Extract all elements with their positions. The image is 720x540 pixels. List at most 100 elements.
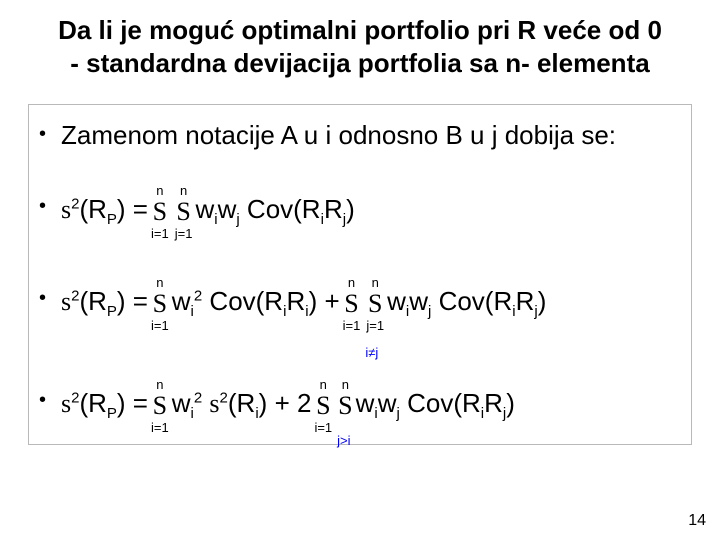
- sigma-icon: S: [366, 291, 384, 317]
- cov-open: Cov(R: [240, 194, 321, 224]
- bullet-dot: •: [39, 378, 61, 410]
- open-R: (R: [79, 286, 106, 316]
- sum-j-wrap: n S x j>i: [335, 378, 355, 434]
- cov-close: ): [346, 194, 355, 224]
- close-eq: ) =: [117, 194, 148, 224]
- sup-2b: 2: [194, 287, 202, 304]
- sigma-icon: S: [151, 393, 169, 419]
- cov-mid: R: [324, 194, 343, 224]
- close-eq: ) =: [117, 388, 148, 418]
- bullet-dot: •: [39, 184, 61, 216]
- sigma-char: s: [61, 389, 71, 418]
- eq3-term1: wi2 s2(Ri) + 2: [172, 387, 312, 424]
- sum-top: n: [151, 184, 169, 197]
- bullet-dot: •: [39, 119, 61, 144]
- eq1-lhs: s2(RP) =: [61, 193, 148, 230]
- close-eq: ) =: [117, 286, 148, 316]
- title-line-2: - standardna devijacija portfolia sa n- …: [70, 48, 649, 78]
- sigma-icon: S: [151, 291, 169, 317]
- s2-open: (R: [228, 388, 255, 418]
- sub-P: P: [107, 211, 117, 228]
- cond-jgti: j>i: [337, 433, 350, 449]
- sum-bot: j=1: [366, 319, 384, 332]
- sigma-icon: S: [338, 393, 352, 419]
- cov-close: ): [309, 286, 318, 316]
- sum-top: n: [343, 276, 361, 289]
- plus: +: [317, 286, 339, 316]
- body-box: • Zamenom notacije A u i odnosno B u j d…: [28, 104, 692, 445]
- sum-bot: i=1: [314, 421, 332, 434]
- sum-top: n: [175, 184, 193, 197]
- eq2-lhs: s2(RP) =: [61, 285, 148, 322]
- sub-i: i: [191, 303, 194, 320]
- cov-mid: R: [484, 388, 503, 418]
- sum-j-2: n S j=1: [366, 276, 384, 332]
- sum-bot: j=1: [175, 227, 193, 240]
- page-number: 14: [688, 512, 706, 530]
- sup-2b: 2: [194, 389, 202, 406]
- sum-bot: i=1: [343, 319, 361, 332]
- w: w: [172, 286, 191, 316]
- w: w: [195, 194, 214, 224]
- sum-j-2: n S x: [338, 378, 352, 434]
- equation-3: • s2(RP) = n S i=1 wi2 s2(Ri) + 2 n S i=…: [39, 378, 681, 434]
- intro-bullet: • Zamenom notacije A u i odnosno B u j d…: [39, 119, 681, 152]
- w2: w: [409, 286, 428, 316]
- sum-top: n: [338, 378, 352, 391]
- sub-P: P: [107, 405, 117, 422]
- cov-close: ): [538, 286, 547, 316]
- sigma-icon: S: [175, 199, 193, 225]
- sum-bot: i=1: [151, 227, 169, 240]
- sum-top: n: [314, 378, 332, 391]
- sup-2c: 2: [220, 389, 228, 406]
- w2: w: [378, 388, 397, 418]
- equation-2: • s2(RP) = n S i=1 wi2 Cov(RiRi) + n S i…: [39, 276, 681, 332]
- sub-i: i: [191, 405, 194, 422]
- eq3-term2: wiwj Cov(RiRj): [356, 387, 515, 424]
- sum-j-wrap: n S j=1 i≠j: [363, 276, 387, 332]
- open-R: (R: [79, 194, 106, 224]
- sum-i: n S i=1: [151, 378, 169, 434]
- equation-1: • s2(RP) = n S i=1 n S j=1 wiwj Cov(RiRj…: [39, 184, 681, 240]
- sum-i: n S i=1: [151, 184, 169, 240]
- sigma-char: s: [61, 287, 71, 316]
- eq3-lhs: s2(RP) =: [61, 387, 148, 424]
- cov-open: Cov(R: [202, 286, 283, 316]
- sum-i: n S i=1: [151, 276, 169, 332]
- cov-open: Cov(R: [400, 388, 481, 418]
- sigma-icon: S: [343, 291, 361, 317]
- title-line-1: Da li je moguć optimalni portfolio pri R…: [58, 15, 662, 45]
- open-R: (R: [79, 388, 106, 418]
- sigma-char2: s: [209, 389, 219, 418]
- w2: w: [218, 194, 237, 224]
- sum-bot: i=1: [151, 319, 169, 332]
- sum-bot: i=1: [151, 421, 169, 434]
- cov-mid: R: [516, 286, 535, 316]
- cond-inej: i≠j: [365, 345, 378, 361]
- intro-text: Zamenom notacije A u i odnosno B u j dob…: [61, 119, 616, 152]
- w: w: [356, 388, 375, 418]
- plus: + 2: [267, 388, 311, 418]
- sum-j: n S j=1: [175, 184, 193, 240]
- eq1-content: s2(RP) = n S i=1 n S j=1 wiwj Cov(RiRj): [61, 184, 355, 240]
- bullet-dot: •: [39, 276, 61, 308]
- eq2-content: s2(RP) = n S i=1 wi2 Cov(RiRi) + n S i=1…: [61, 276, 546, 332]
- sum-top: n: [151, 378, 169, 391]
- w: w: [172, 388, 191, 418]
- cov-open: Cov(R: [431, 286, 512, 316]
- eq3-content: s2(RP) = n S i=1 wi2 s2(Ri) + 2 n S i=1 …: [61, 378, 515, 434]
- sum-i-2: n S i=1: [343, 276, 361, 332]
- w: w: [387, 286, 406, 316]
- eq2-term2: wiwj Cov(RiRj): [387, 285, 546, 322]
- eq2-term1: wi2 Cov(RiRi) +: [172, 285, 340, 322]
- sum-top: n: [366, 276, 384, 289]
- sum-i-2: n S i=1: [314, 378, 332, 434]
- cov-close: ): [506, 388, 515, 418]
- sigma-char: s: [61, 195, 71, 224]
- eq1-rhs: wiwj Cov(RiRj): [195, 193, 354, 230]
- slide-title: Da li je moguć optimalni portfolio pri R…: [40, 14, 680, 79]
- sub-P: P: [107, 303, 117, 320]
- cov-mid: R: [286, 286, 305, 316]
- sigma-icon: S: [314, 393, 332, 419]
- sigma-icon: S: [151, 199, 169, 225]
